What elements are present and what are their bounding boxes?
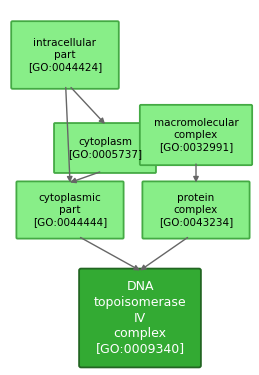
Text: protein
complex
[GO:0043234]: protein complex [GO:0043234]	[159, 193, 233, 227]
FancyBboxPatch shape	[142, 182, 250, 238]
FancyBboxPatch shape	[11, 21, 119, 89]
Text: cytoplasmic
part
[GO:0044444]: cytoplasmic part [GO:0044444]	[33, 193, 107, 227]
FancyBboxPatch shape	[16, 182, 124, 238]
FancyBboxPatch shape	[79, 268, 201, 368]
Text: cytoplasm
[GO:0005737]: cytoplasm [GO:0005737]	[68, 137, 142, 159]
Text: DNA
topoisomerase
IV
complex
[GO:0009340]: DNA topoisomerase IV complex [GO:0009340…	[94, 280, 186, 356]
FancyBboxPatch shape	[54, 123, 156, 173]
Text: intracellular
part
[GO:0044424]: intracellular part [GO:0044424]	[28, 38, 102, 72]
FancyBboxPatch shape	[140, 105, 252, 165]
Text: macromolecular
complex
[GO:0032991]: macromolecular complex [GO:0032991]	[154, 118, 238, 152]
